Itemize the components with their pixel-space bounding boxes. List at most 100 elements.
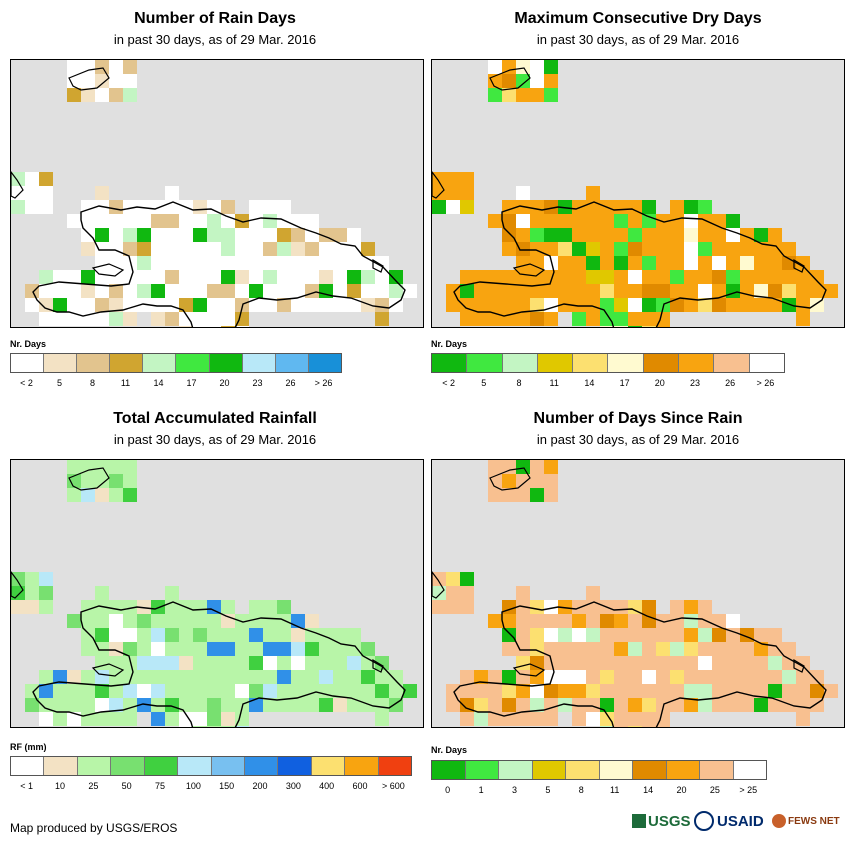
grid-cell xyxy=(614,228,628,242)
grid-cell xyxy=(151,698,165,712)
legend-swatch xyxy=(311,757,346,775)
grid-cell xyxy=(516,60,530,74)
legend-label: 26 xyxy=(725,378,736,388)
grid-cell xyxy=(544,312,558,326)
grid-cell xyxy=(726,656,740,670)
grid-cell xyxy=(67,88,81,102)
grid-cell xyxy=(572,656,586,670)
grid-cell xyxy=(347,242,361,256)
grid-cell xyxy=(642,726,656,727)
grid-cell xyxy=(544,74,558,88)
grid-cell xyxy=(333,642,347,656)
grid-cell xyxy=(516,488,530,502)
grid-cell xyxy=(361,242,375,256)
coastline xyxy=(32,601,406,727)
map-rain-days xyxy=(10,59,424,328)
grid-cell xyxy=(305,642,319,656)
grid-cell xyxy=(81,284,95,298)
grid-cell xyxy=(221,684,235,698)
grid-cell xyxy=(11,200,25,214)
grid-cell xyxy=(712,270,726,284)
grid-cell xyxy=(165,284,179,298)
grid-cell xyxy=(558,642,572,656)
grid-cell xyxy=(530,200,544,214)
grid-cell xyxy=(530,270,544,284)
grid-cell xyxy=(207,600,221,614)
grid-cell xyxy=(249,656,263,670)
grid-cell xyxy=(544,200,558,214)
legend-labels: 0 1 3 5 8 11 14 20 25 > 25 xyxy=(431,785,765,797)
grid-cell xyxy=(109,284,123,298)
grid-cell xyxy=(796,256,810,270)
grid-cell xyxy=(53,270,67,284)
grid-cell xyxy=(726,242,740,256)
grid-cell xyxy=(530,628,544,642)
grid-cell xyxy=(193,614,207,628)
grid-cell xyxy=(81,298,95,312)
legend-label: 200 xyxy=(252,781,268,791)
island-coastline xyxy=(68,467,110,491)
island-coastline xyxy=(793,258,805,273)
legend-title: Nr. Days xyxy=(431,745,468,755)
grid-cell xyxy=(726,298,740,312)
grid-cell xyxy=(193,228,207,242)
grid-cell xyxy=(165,698,179,712)
grid-cell xyxy=(165,186,179,200)
grid-cell xyxy=(726,628,740,642)
grid-cell xyxy=(81,628,95,642)
grid-cell xyxy=(726,214,740,228)
grid-cell xyxy=(207,200,221,214)
grid-cell xyxy=(319,298,333,312)
grid-cell xyxy=(39,284,53,298)
legend-swatch xyxy=(679,354,715,372)
grid-cell xyxy=(586,614,600,628)
grid-cell xyxy=(768,642,782,656)
grid-cell xyxy=(684,642,698,656)
grid-cell xyxy=(432,172,446,186)
map-dry-days xyxy=(431,59,845,328)
grid-cell xyxy=(263,628,277,642)
grid-cell xyxy=(305,298,319,312)
grid-cell xyxy=(432,572,446,586)
grid-cell xyxy=(516,684,530,698)
grid-cell xyxy=(754,284,768,298)
grid-cell xyxy=(656,642,670,656)
island-coastline xyxy=(91,663,125,677)
grid-cell xyxy=(460,284,474,298)
grid-cell xyxy=(446,284,460,298)
grid-cell xyxy=(754,628,768,642)
legend-label: 20 xyxy=(654,378,665,388)
grid-cell xyxy=(502,614,516,628)
grid-cell xyxy=(572,228,586,242)
grid-cell xyxy=(768,656,782,670)
grid-cell xyxy=(361,670,375,684)
grid-cell xyxy=(207,298,221,312)
grid-cell xyxy=(740,656,754,670)
grid-cell xyxy=(544,712,558,726)
grid-cell xyxy=(67,614,81,628)
grid-cell xyxy=(684,256,698,270)
grid-cell xyxy=(502,642,516,656)
legend-swatch xyxy=(242,354,276,372)
legend-label: 1 xyxy=(478,785,484,795)
grid-cell xyxy=(291,642,305,656)
legend-label: 11 xyxy=(549,378,559,388)
grid-cell xyxy=(642,712,656,726)
grid-cell xyxy=(95,312,109,326)
grid-cell xyxy=(628,270,642,284)
grid-cell xyxy=(544,642,558,656)
grid-cell xyxy=(810,284,824,298)
grid-cell xyxy=(796,684,810,698)
panel-total-rainfall: Total Accumulated Rainfall in past 30 da… xyxy=(5,410,425,810)
grid-cell xyxy=(389,270,403,284)
grid-cell xyxy=(474,698,488,712)
grid-cell xyxy=(95,186,109,200)
grid-cell xyxy=(670,270,684,284)
grid-cell xyxy=(67,460,81,474)
legend-label: 100 xyxy=(185,781,201,791)
grid-cell xyxy=(95,228,109,242)
legend-label: 5 xyxy=(481,378,487,388)
grid-cell xyxy=(628,214,642,228)
grid-cell xyxy=(516,74,530,88)
legend-colorbar xyxy=(431,353,785,373)
